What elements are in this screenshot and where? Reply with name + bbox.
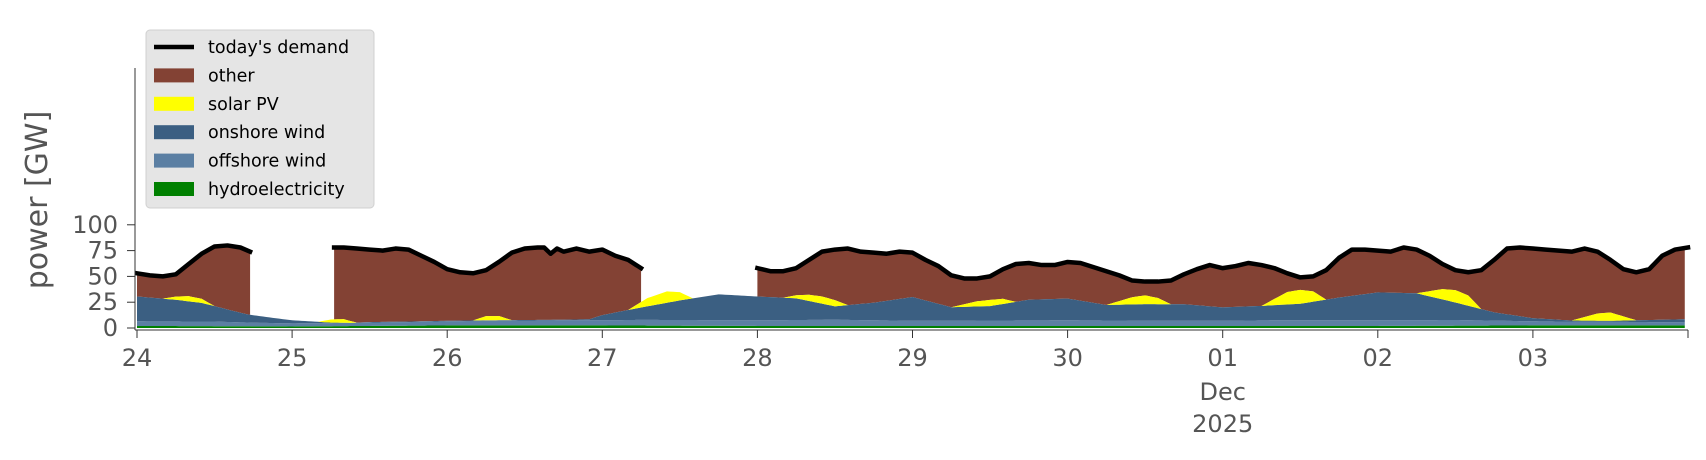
- other-area-2: [334, 247, 642, 323]
- legend-swatch: [154, 182, 194, 196]
- x-tick-label: 24: [122, 344, 153, 372]
- legend-swatch: [154, 125, 194, 140]
- hydroelectricity-area: [137, 325, 1685, 328]
- y-tick-label: 100: [72, 211, 118, 239]
- x-tick-label: 25: [277, 344, 308, 372]
- demand-line-2: [331, 245, 645, 276]
- legend-swatch: [154, 96, 194, 111]
- legend-label: today's demand: [208, 38, 349, 58]
- demand-line-3: [754, 244, 1691, 284]
- legend-swatch: [154, 153, 194, 168]
- onshore-wind-area: [137, 292, 1685, 324]
- y-axis-title: power [GW]: [20, 111, 55, 290]
- legend-label: offshore wind: [208, 152, 326, 172]
- demand-line-1: [134, 243, 254, 279]
- x-tick-label: 28: [742, 344, 773, 372]
- demand-layer: [134, 243, 1691, 284]
- legend-label: onshore wind: [208, 123, 325, 143]
- x-tick-label: 29: [897, 344, 928, 372]
- x-tick-sublabel: 2025: [1192, 410, 1253, 438]
- legend-swatch: [154, 68, 194, 83]
- other-area-1: [137, 245, 251, 315]
- y-tick-label: 0: [103, 314, 118, 342]
- x-tick-label: 30: [1052, 344, 1083, 372]
- y-tick-label: 50: [87, 262, 118, 290]
- x-tick-sublabel: Dec: [1199, 378, 1245, 406]
- legend-label: solar PV: [208, 95, 279, 115]
- legend-label: hydroelectricity: [208, 180, 345, 200]
- x-tick-label: 01: [1207, 344, 1238, 372]
- offshore-wind-area: [137, 319, 1685, 327]
- legend-box: [145, 29, 375, 209]
- series-layer: [137, 245, 1685, 328]
- x-tick-label: 27: [587, 344, 618, 372]
- y-tick-label: 25: [87, 288, 118, 316]
- x-tick-label: 02: [1363, 344, 1394, 372]
- y-tick-label: 75: [87, 237, 118, 265]
- legend: today's demand other solar PV onshore wind o…: [145, 29, 375, 209]
- x-tick-label: 26: [432, 344, 463, 372]
- legend-label: other: [208, 66, 255, 86]
- solar-pv-area: [137, 289, 1685, 323]
- other-area-3: [757, 247, 1685, 321]
- x-tick-label: 03: [1518, 344, 1549, 372]
